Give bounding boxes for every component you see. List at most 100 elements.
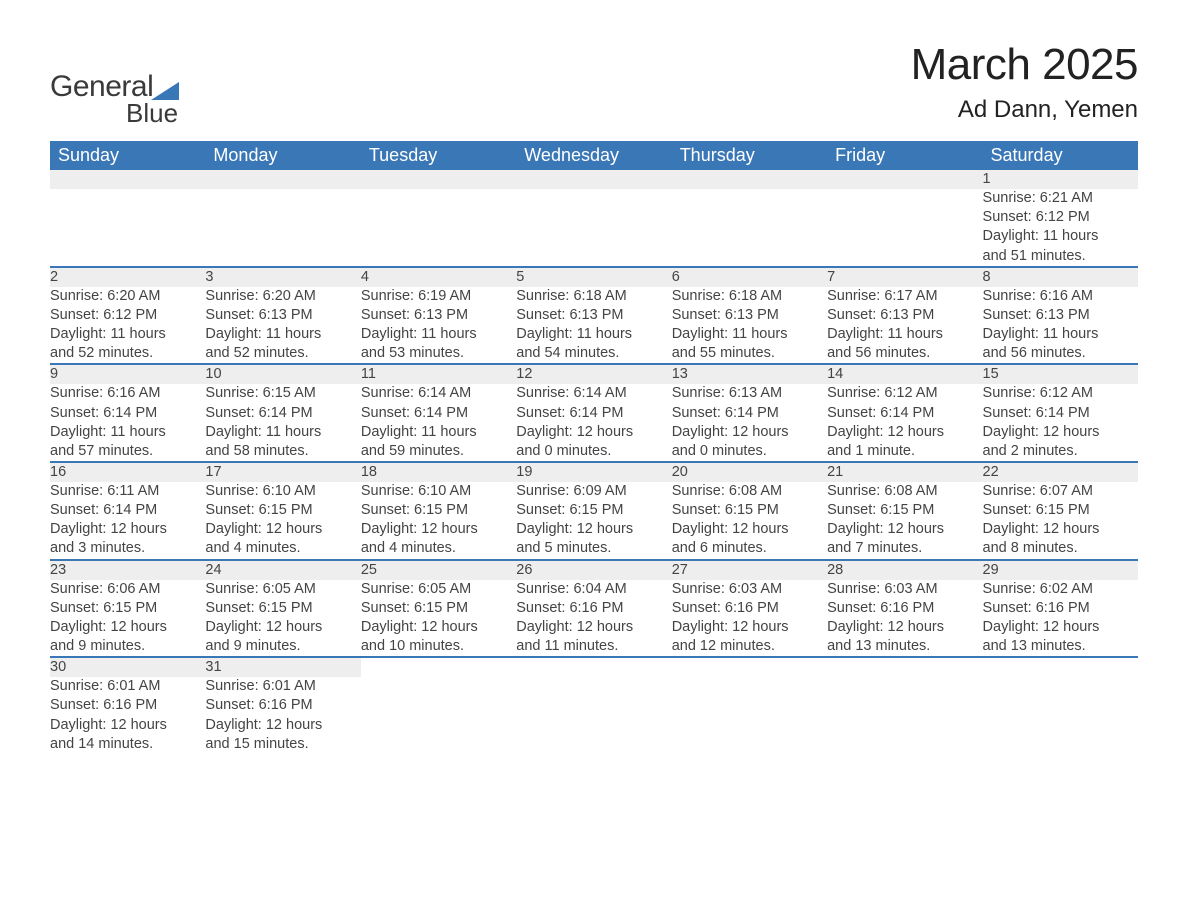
day-detail-cell xyxy=(361,189,516,267)
day-detail-cell xyxy=(361,677,516,754)
day-number-cell: 3 xyxy=(205,267,360,287)
daylight-text-1: Daylight: 12 hours xyxy=(516,618,671,637)
day-number-cell: 12 xyxy=(516,364,671,384)
day-number-cell: 19 xyxy=(516,462,671,482)
daylight-text-1: Daylight: 11 hours xyxy=(516,325,671,344)
day-number-cell: 23 xyxy=(50,560,205,580)
sunset-text: Sunset: 6:13 PM xyxy=(827,306,982,325)
daylight-text-2: and 59 minutes. xyxy=(361,442,516,461)
daylight-text-2: and 3 minutes. xyxy=(50,539,205,558)
day-number-cell: 31 xyxy=(205,657,360,677)
daylight-text-2: and 10 minutes. xyxy=(361,637,516,656)
day-detail-row: Sunrise: 6:20 AMSunset: 6:12 PMDaylight:… xyxy=(50,287,1138,365)
daylight-text-1: Daylight: 12 hours xyxy=(672,423,827,442)
sunrise-text: Sunrise: 6:16 AM xyxy=(983,287,1138,306)
daylight-text-2: and 0 minutes. xyxy=(672,442,827,461)
daylight-text-2: and 56 minutes. xyxy=(983,344,1138,363)
day-detail-row: Sunrise: 6:01 AMSunset: 6:16 PMDaylight:… xyxy=(50,677,1138,754)
day-number-row: 16171819202122 xyxy=(50,462,1138,482)
day-detail-cell xyxy=(516,189,671,267)
day-number-cell: 7 xyxy=(827,267,982,287)
day-number-cell: 1 xyxy=(983,170,1138,189)
sunrise-text: Sunrise: 6:12 AM xyxy=(983,384,1138,403)
day-number-cell: 18 xyxy=(361,462,516,482)
weekday-header: Thursday xyxy=(672,141,827,170)
header-bar: General Blue March 2025 Ad Dann, Yemen xyxy=(50,40,1138,129)
sunrise-text: Sunrise: 6:19 AM xyxy=(361,287,516,306)
day-detail-cell xyxy=(983,677,1138,754)
day-detail-cell xyxy=(827,677,982,754)
day-number-cell: 26 xyxy=(516,560,671,580)
day-detail-cell: Sunrise: 6:07 AMSunset: 6:15 PMDaylight:… xyxy=(983,482,1138,560)
sunrise-text: Sunrise: 6:07 AM xyxy=(983,482,1138,501)
day-number-cell xyxy=(205,170,360,189)
sunset-text: Sunset: 6:14 PM xyxy=(827,404,982,423)
daylight-text-1: Daylight: 12 hours xyxy=(516,520,671,539)
day-detail-cell: Sunrise: 6:10 AMSunset: 6:15 PMDaylight:… xyxy=(361,482,516,560)
sunset-text: Sunset: 6:14 PM xyxy=(361,404,516,423)
day-detail-cell xyxy=(516,677,671,754)
day-detail-cell: Sunrise: 6:10 AMSunset: 6:15 PMDaylight:… xyxy=(205,482,360,560)
sunrise-text: Sunrise: 6:20 AM xyxy=(205,287,360,306)
daylight-text-1: Daylight: 12 hours xyxy=(50,716,205,735)
sunrise-text: Sunrise: 6:06 AM xyxy=(50,580,205,599)
daylight-text-2: and 15 minutes. xyxy=(205,735,360,754)
daylight-text-2: and 55 minutes. xyxy=(672,344,827,363)
sunset-text: Sunset: 6:15 PM xyxy=(50,599,205,618)
day-detail-cell: Sunrise: 6:15 AMSunset: 6:14 PMDaylight:… xyxy=(205,384,360,462)
day-number-cell xyxy=(361,170,516,189)
sunrise-text: Sunrise: 6:05 AM xyxy=(361,580,516,599)
daylight-text-2: and 4 minutes. xyxy=(361,539,516,558)
daylight-text-1: Daylight: 12 hours xyxy=(361,618,516,637)
sunrise-text: Sunrise: 6:03 AM xyxy=(827,580,982,599)
day-detail-cell: Sunrise: 6:05 AMSunset: 6:15 PMDaylight:… xyxy=(361,580,516,658)
day-detail-cell: Sunrise: 6:18 AMSunset: 6:13 PMDaylight:… xyxy=(516,287,671,365)
day-detail-cell: Sunrise: 6:21 AMSunset: 6:12 PMDaylight:… xyxy=(983,189,1138,267)
day-number-cell xyxy=(672,170,827,189)
day-number-cell: 21 xyxy=(827,462,982,482)
daylight-text-1: Daylight: 12 hours xyxy=(827,618,982,637)
daylight-text-1: Daylight: 12 hours xyxy=(983,520,1138,539)
daylight-text-2: and 11 minutes. xyxy=(516,637,671,656)
day-detail-cell: Sunrise: 6:20 AMSunset: 6:13 PMDaylight:… xyxy=(205,287,360,365)
daylight-text-2: and 2 minutes. xyxy=(983,442,1138,461)
sunset-text: Sunset: 6:15 PM xyxy=(672,501,827,520)
sunset-text: Sunset: 6:14 PM xyxy=(983,404,1138,423)
day-number-cell xyxy=(516,170,671,189)
day-number-cell xyxy=(827,170,982,189)
weekday-header: Saturday xyxy=(983,141,1138,170)
day-number-cell xyxy=(516,657,671,677)
sunset-text: Sunset: 6:16 PM xyxy=(672,599,827,618)
title-block: March 2025 Ad Dann, Yemen xyxy=(911,40,1138,124)
daylight-text-1: Daylight: 11 hours xyxy=(983,227,1138,246)
day-number-cell: 28 xyxy=(827,560,982,580)
day-detail-cell: Sunrise: 6:03 AMSunset: 6:16 PMDaylight:… xyxy=(827,580,982,658)
sunrise-text: Sunrise: 6:08 AM xyxy=(672,482,827,501)
day-number-cell: 13 xyxy=(672,364,827,384)
day-number-row: 3031 xyxy=(50,657,1138,677)
day-detail-cell: Sunrise: 6:01 AMSunset: 6:16 PMDaylight:… xyxy=(50,677,205,754)
day-number-cell: 29 xyxy=(983,560,1138,580)
weekday-header: Friday xyxy=(827,141,982,170)
day-detail-cell xyxy=(672,189,827,267)
day-number-cell: 17 xyxy=(205,462,360,482)
day-number-cell: 2 xyxy=(50,267,205,287)
sunset-text: Sunset: 6:15 PM xyxy=(516,501,671,520)
sunset-text: Sunset: 6:16 PM xyxy=(983,599,1138,618)
day-number-cell: 22 xyxy=(983,462,1138,482)
sunset-text: Sunset: 6:13 PM xyxy=(205,306,360,325)
daylight-text-1: Daylight: 11 hours xyxy=(50,325,205,344)
sunrise-text: Sunrise: 6:17 AM xyxy=(827,287,982,306)
daylight-text-2: and 8 minutes. xyxy=(983,539,1138,558)
daylight-text-2: and 14 minutes. xyxy=(50,735,205,754)
daylight-text-2: and 52 minutes. xyxy=(50,344,205,363)
daylight-text-2: and 7 minutes. xyxy=(827,539,982,558)
sunrise-text: Sunrise: 6:21 AM xyxy=(983,189,1138,208)
day-detail-cell: Sunrise: 6:14 AMSunset: 6:14 PMDaylight:… xyxy=(516,384,671,462)
sunset-text: Sunset: 6:12 PM xyxy=(983,208,1138,227)
daylight-text-1: Daylight: 12 hours xyxy=(205,618,360,637)
sunset-text: Sunset: 6:15 PM xyxy=(205,501,360,520)
day-detail-cell: Sunrise: 6:17 AMSunset: 6:13 PMDaylight:… xyxy=(827,287,982,365)
sunset-text: Sunset: 6:14 PM xyxy=(50,501,205,520)
day-number-cell: 20 xyxy=(672,462,827,482)
